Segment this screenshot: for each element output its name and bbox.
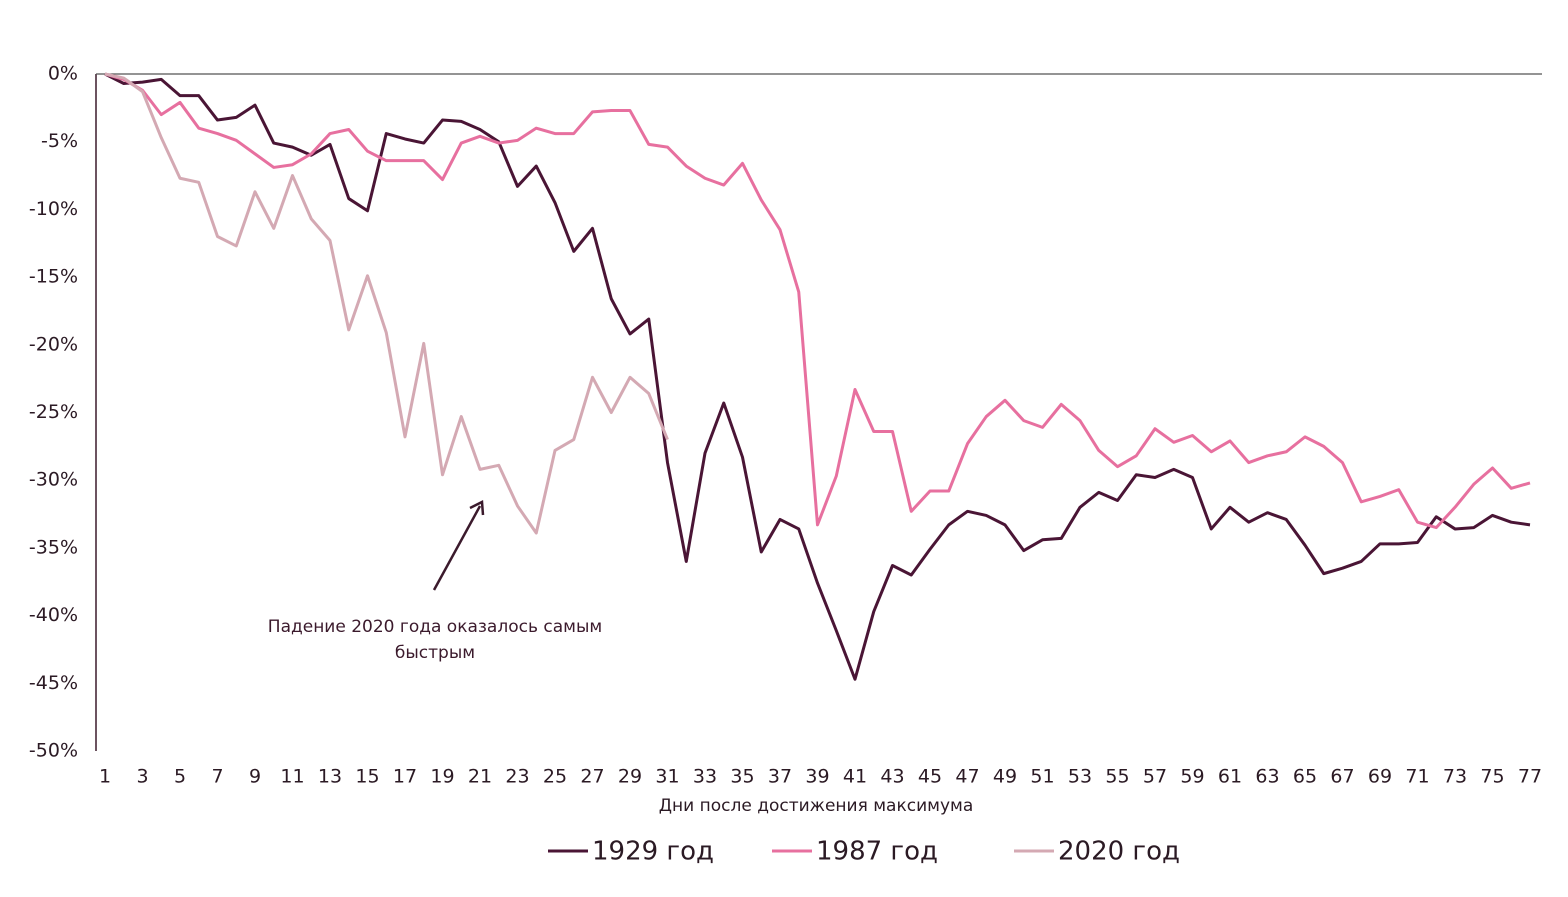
x-tick-label: 33 bbox=[693, 766, 717, 788]
x-tick-label: 53 bbox=[1068, 766, 1092, 788]
annotation-arrowhead bbox=[469, 500, 485, 516]
annotation-arrow bbox=[432, 505, 482, 591]
x-axis-label: Дни после достижения максимума bbox=[659, 796, 974, 816]
x-tick-label: 63 bbox=[1255, 766, 1279, 788]
x-tick-label: 21 bbox=[468, 766, 492, 788]
y-tick-label: -40% bbox=[29, 604, 78, 626]
x-tick-label: 69 bbox=[1368, 766, 1392, 788]
x-tick-label: 49 bbox=[993, 766, 1017, 788]
y-tick-label: -45% bbox=[29, 672, 78, 694]
x-tick-label: 65 bbox=[1293, 766, 1317, 788]
x-tick-label: 45 bbox=[918, 766, 942, 788]
y-tick-label: -5% bbox=[41, 130, 78, 152]
y-tick-label: -35% bbox=[29, 536, 78, 558]
x-tick-label: 29 bbox=[618, 766, 642, 788]
x-tick-label: 39 bbox=[805, 766, 829, 788]
x-tick-label: 17 bbox=[393, 766, 417, 788]
x-tick-label: 43 bbox=[880, 766, 904, 788]
x-tick-label: 73 bbox=[1443, 766, 1467, 788]
series-line bbox=[104, 72, 669, 535]
y-tick-label: -30% bbox=[29, 469, 78, 491]
x-tick-label: 15 bbox=[355, 766, 379, 788]
series-line bbox=[104, 72, 1531, 681]
annotation: Падение 2020 года оказалось самым быстры… bbox=[267, 617, 603, 663]
x-tick-label: 31 bbox=[655, 766, 679, 788]
y-tick-label: 0% bbox=[48, 63, 78, 85]
legend-label: 1929 год bbox=[592, 837, 714, 867]
x-tick-label: 7 bbox=[211, 766, 223, 788]
legend-label: 1987 год bbox=[816, 837, 938, 867]
y-tick-label: -15% bbox=[29, 266, 78, 288]
x-tick-label: 19 bbox=[430, 766, 454, 788]
x-tick-label: 67 bbox=[1330, 766, 1354, 788]
x-tick-label: 75 bbox=[1480, 766, 1504, 788]
x-tick-label: 61 bbox=[1218, 766, 1242, 788]
x-tick-label: 9 bbox=[249, 766, 261, 788]
x-tick-label: 77 bbox=[1518, 766, 1542, 788]
y-tick-label: -10% bbox=[29, 198, 78, 220]
x-tick-label: 13 bbox=[318, 766, 342, 788]
x-tick-label: 27 bbox=[580, 766, 604, 788]
x-tick-label: 1 bbox=[99, 766, 111, 788]
x-tick-label: 5 bbox=[174, 766, 186, 788]
x-tick-label: 25 bbox=[543, 766, 567, 788]
x-tick-label: 57 bbox=[1143, 766, 1167, 788]
y-tick-label: -50% bbox=[29, 740, 78, 762]
y-tick-label: -25% bbox=[29, 401, 78, 423]
x-tick-label: 11 bbox=[280, 766, 304, 788]
x-tick-label: 55 bbox=[1105, 766, 1129, 788]
x-tick-label: 47 bbox=[955, 766, 979, 788]
x-tick-label: 59 bbox=[1180, 766, 1204, 788]
x-tick-label: 23 bbox=[505, 766, 529, 788]
x-tick-label: 3 bbox=[136, 766, 148, 788]
series-line bbox=[104, 72, 1531, 530]
x-tick-label: 41 bbox=[843, 766, 867, 788]
x-tick-label: 37 bbox=[768, 766, 792, 788]
x-tick-label: 71 bbox=[1405, 766, 1429, 788]
x-tick-label: 51 bbox=[1030, 766, 1054, 788]
legend-label: 2020 год bbox=[1058, 837, 1180, 867]
x-tick-label: 35 bbox=[730, 766, 754, 788]
y-tick-label: -20% bbox=[29, 333, 78, 355]
